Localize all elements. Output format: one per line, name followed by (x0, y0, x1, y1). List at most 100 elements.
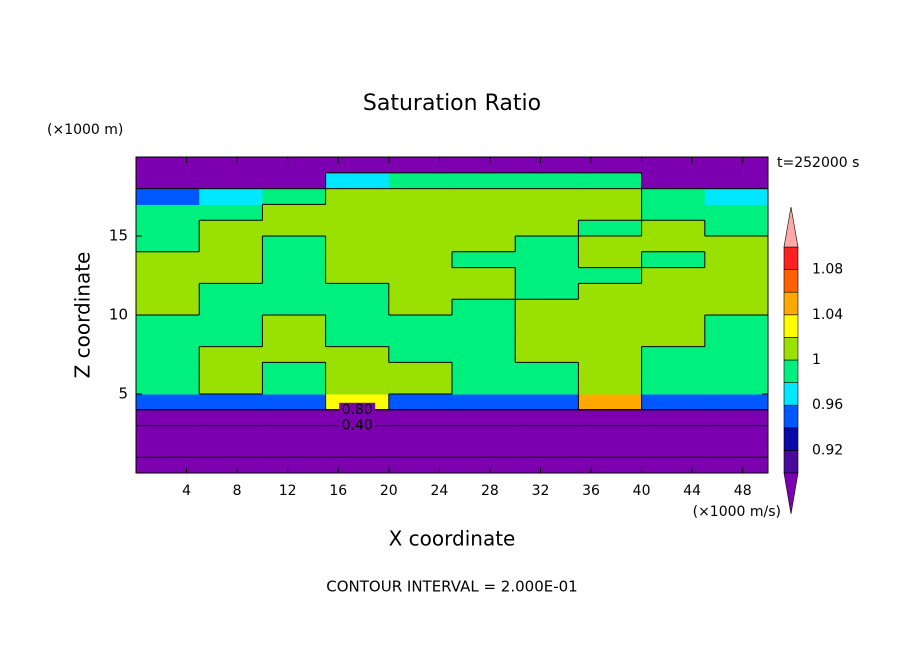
cell (199, 425, 263, 442)
cell (578, 346, 643, 363)
cell (452, 362, 516, 379)
colorbar-band (783, 246, 799, 270)
cell (388, 409, 453, 427)
cell (136, 378, 200, 395)
cell (641, 441, 706, 458)
cell (452, 394, 516, 411)
cell (325, 172, 390, 190)
cell (704, 330, 769, 348)
cell (641, 220, 706, 237)
x-tick-label: 32 (532, 483, 550, 499)
cell (452, 330, 516, 348)
cell (262, 378, 327, 395)
cell (136, 267, 200, 284)
cell (704, 251, 769, 269)
cell (452, 409, 516, 427)
cell (199, 457, 263, 474)
cell (704, 315, 769, 332)
cell (641, 188, 706, 205)
field (136, 157, 769, 474)
cell (325, 441, 390, 458)
cell (262, 362, 327, 379)
cell (325, 251, 390, 269)
cell (704, 157, 769, 174)
cell (515, 157, 579, 174)
cell (704, 283, 769, 300)
cell (199, 441, 263, 458)
contours (136, 172, 768, 458)
cell (515, 283, 579, 300)
colorbar-min-arrow (783, 472, 799, 515)
cell (262, 330, 327, 348)
cell (515, 204, 579, 221)
cell (199, 236, 263, 253)
cell (578, 441, 643, 458)
cell (452, 283, 516, 300)
y-unit: (×1000 m) (47, 122, 123, 138)
cell (199, 157, 263, 174)
colorbar-band (783, 404, 799, 429)
colorbar-tick-label: 1.04 (812, 307, 843, 323)
cell (388, 204, 453, 221)
x-tick-label: 48 (734, 483, 752, 499)
cell (199, 330, 263, 348)
cell (515, 220, 579, 237)
cell (325, 267, 390, 284)
cell (578, 457, 643, 474)
cell (388, 251, 453, 269)
x-tick-label: 16 (329, 483, 347, 499)
cell (704, 267, 769, 284)
cell (388, 441, 453, 458)
cell (641, 394, 706, 411)
cell (199, 220, 263, 237)
cell (641, 157, 706, 174)
cell (388, 283, 453, 300)
cell (704, 378, 769, 395)
colorbar-tick-label: 1.08 (812, 262, 843, 278)
chart-title: Saturation Ratio (363, 91, 541, 116)
cell (262, 346, 327, 363)
cell (452, 188, 516, 205)
cell (515, 251, 579, 269)
cell (704, 172, 769, 190)
cell (641, 204, 706, 221)
cell (136, 346, 200, 363)
cell (704, 236, 769, 253)
cell (388, 315, 453, 332)
cell (136, 394, 200, 411)
cell (136, 441, 200, 458)
cell (515, 172, 579, 190)
cell (262, 157, 327, 174)
cell (578, 220, 643, 237)
cell (641, 457, 706, 474)
cell (515, 267, 579, 284)
cell (515, 441, 579, 458)
cell (199, 346, 263, 363)
cell (262, 441, 327, 458)
cell (578, 315, 643, 332)
cell (578, 378, 643, 395)
x-tick-label: 4 (182, 483, 191, 499)
cell (515, 409, 579, 427)
cell (452, 157, 516, 174)
colorbar-tick-label: 1 (812, 352, 821, 368)
cell (641, 299, 706, 316)
cell (578, 251, 643, 269)
cell (388, 220, 453, 237)
x-axis-label: X coordinate (389, 527, 516, 551)
time-label: t=252000 s (777, 155, 859, 171)
cell (515, 236, 579, 253)
cell (515, 346, 579, 363)
cell (388, 457, 453, 474)
cell (704, 409, 769, 427)
cell (199, 283, 263, 300)
contour-label: 0.40 (342, 418, 373, 434)
cell (262, 172, 327, 190)
colorbar-band (783, 427, 799, 451)
x-tick-label: 24 (430, 483, 448, 499)
x-tick-label: 20 (380, 483, 398, 499)
cell (515, 457, 579, 474)
cell (262, 425, 327, 442)
cell (641, 346, 706, 363)
cell (199, 362, 263, 379)
